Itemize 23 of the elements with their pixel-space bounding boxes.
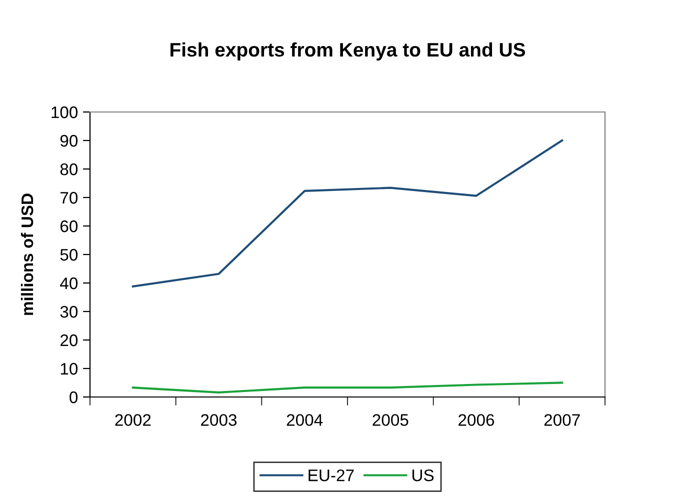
- chart-title: Fish exports from Kenya to EU and US: [170, 42, 526, 60]
- y-tick-label: 0: [70, 391, 78, 404]
- y-tick-label: 50: [60, 248, 78, 261]
- x-tick-label: 2003: [201, 414, 237, 426]
- legend-label: US: [412, 469, 434, 482]
- legend-label: EU-27: [308, 469, 354, 482]
- y-tick-label: 10: [60, 362, 78, 375]
- y-tick-label: 70: [60, 192, 78, 204]
- x-tick-label: 2007: [544, 414, 580, 426]
- y-tick-label: 90: [60, 134, 78, 147]
- y-tick-label: 60: [60, 220, 78, 232]
- y-tick-label: 20: [60, 334, 78, 346]
- x-tick-label: 2005: [372, 414, 408, 426]
- x-tick-label: 2002: [115, 414, 151, 426]
- y-tick-label: 40: [60, 277, 78, 290]
- line-series: [132, 382, 564, 394]
- x-tick-label: 2006: [458, 414, 494, 426]
- y-tick-label: 100: [52, 106, 78, 118]
- y-axis-title: millions of USD: [20, 194, 34, 315]
- x-tick-label: 2004: [286, 414, 323, 426]
- y-tick-label: 30: [60, 306, 78, 318]
- y-tick-label: 80: [60, 163, 78, 176]
- line-series: [132, 139, 564, 288]
